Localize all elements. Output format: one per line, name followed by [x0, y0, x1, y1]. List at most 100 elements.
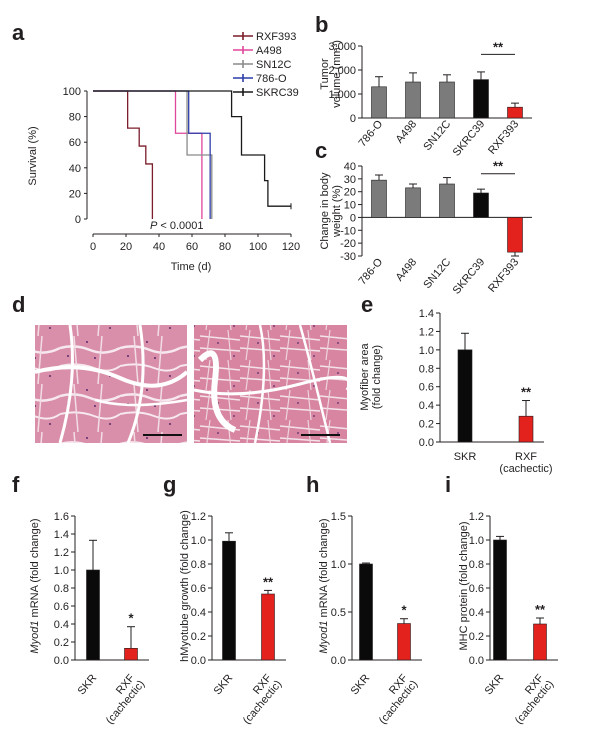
panel-d-label: d: [12, 292, 25, 317]
panel-g-ylabel: hMyotube growth (fold change): [179, 510, 191, 662]
pvalue-p: P: [150, 220, 158, 232]
legend-label-786o: 786-O: [256, 73, 287, 85]
bar-e-0: [457, 349, 473, 443]
legend-item-skrc39: SKRC39: [233, 87, 299, 99]
bar-b-2: [439, 81, 455, 119]
panel-f-ylabel: Myod1 mRNA (fold change): [29, 518, 41, 653]
panel-c-ytick-label: 30: [344, 174, 356, 186]
micrograph-skr-gap-1: [34, 365, 189, 388]
panel-i-ytick-label: 0.2: [469, 631, 484, 643]
bar-i-1: [533, 623, 547, 661]
bar-c-2: [439, 183, 455, 218]
bar-g-0: [222, 540, 236, 661]
panel-h-sig-label: *: [401, 603, 407, 618]
panel-e-category-cachectic: (cachectic): [499, 463, 552, 475]
panel-b-category-label: SKRC39: [451, 118, 488, 158]
panel-c-category-label: A498: [394, 256, 420, 283]
panel-b-plot: 0 1,000 2,000 3,000 786-O A498 SN12CSKRC39RXF3…: [328, 39, 532, 159]
survival-curve-rxf393: [93, 90, 154, 219]
panel-h-ytick-label: 0.0: [331, 655, 346, 667]
legend-item-a498: A498: [233, 45, 282, 57]
panel-f-ytick-label: 0.0: [54, 655, 69, 667]
panel-a-pvalue: P < 0.0001: [150, 220, 204, 232]
micrograph-skr: [34, 324, 189, 444]
bar-h-1: [397, 623, 411, 661]
panel-b-ytick-label: 2,000: [328, 65, 356, 77]
panel-i-plot: 0.00.20.40.60.81.01.2**SKR RXF(cachectic): [469, 511, 558, 727]
panel-f-ytick-label: 0.2: [54, 637, 69, 649]
panel-f-plot: 0.00.20.40.60.81.01.21.41.6*SKR RXF(cache…: [54, 511, 149, 727]
panel-e-ytick-label: 0.8: [419, 363, 434, 375]
panel-f-ylabel-rest: mRNA (fold change): [29, 518, 41, 620]
panel-i-sig-label: **: [535, 602, 546, 617]
micrograph-rxf-gap-3: [253, 324, 266, 444]
panel-f-ytick-label: 1.0: [54, 565, 69, 577]
bar-c-0: [371, 179, 387, 218]
bar-b-4: [507, 106, 523, 119]
micrograph-rxf-gap-2: [193, 375, 351, 396]
micrograph-skr-gap-2: [58, 324, 74, 444]
panel-g-plot: 0.00.20.40.60.81.01.2**SKR RXF(cachectic): [191, 511, 286, 727]
bar-c-3: [473, 192, 489, 218]
panel-b-sig-label: **: [493, 39, 504, 54]
panel-c-ytick-label: -10: [340, 225, 356, 237]
bar-b-1: [405, 81, 421, 119]
panel-i-ytick-label: 0.8: [469, 559, 484, 571]
panel-a-xtick-label: 120: [282, 241, 300, 253]
panel-e-ylabel: Myofiber area(fold change): [359, 342, 383, 410]
panel-e-category-skr: SKR: [454, 451, 477, 463]
legend-item-rxf393: RXF393: [233, 31, 296, 43]
pvalue-rest: < 0.0001: [157, 220, 203, 232]
micrograph-rxf-gap-1: [197, 350, 237, 433]
panel-e-sig-label: **: [521, 385, 532, 400]
panel-c-ytick-label: 40: [344, 161, 356, 173]
panel-a-legend: RXF393 A498 SN12C 786-O SKRC39: [233, 31, 299, 99]
panel-a-ytick-label: 20: [69, 188, 81, 200]
bar-h-0: [359, 563, 373, 661]
panel-c-ytick-label: -30: [340, 251, 356, 263]
panel-e-ytick-label: 0.6: [419, 382, 434, 394]
panel-c-category-label: RXF393: [486, 256, 521, 295]
panel-i-label: i: [445, 472, 451, 497]
panel-c-category-label: SKRC39: [451, 256, 488, 296]
panel-g-ytick-label: 0.0: [191, 655, 206, 667]
bar-g-1: [261, 593, 275, 661]
micrograph-skr-gap-3: [126, 324, 145, 444]
panel-h-label: h: [306, 472, 319, 497]
panel-f-category-skr: SKR: [76, 672, 100, 697]
micrograph-skr-gap-4: [94, 398, 188, 407]
panel-f-ytick-label: 0.6: [54, 601, 69, 613]
bar-b-0: [371, 86, 387, 119]
panel-b-ytick-label: 1,000: [328, 89, 356, 101]
panel-i-ytick-label: 0.0: [469, 655, 484, 667]
legend-item-786o: 786-O: [233, 73, 287, 85]
panel-f-sig-label: *: [128, 611, 134, 626]
bar-c-1: [405, 187, 421, 218]
panel-f-ytick-label: 1.4: [54, 529, 69, 541]
panel-a-xtick-label: 20: [120, 241, 132, 253]
bar-f-0: [86, 569, 100, 661]
panel-c-ytick-label: 20: [344, 187, 356, 199]
panel-c-ytick-label: -20: [340, 238, 356, 250]
legend-item-sn12c: SN12C: [233, 59, 292, 71]
panel-e-ytick-label: 1.4: [419, 308, 434, 320]
panel-i-category-skr: SKR: [483, 672, 507, 697]
panel-g-ytick-label: 0.4: [191, 607, 206, 619]
panel-b-label: b: [315, 12, 328, 37]
panel-a-plot: 0 20 40 60 80 100 0 20 40 60 80 100 120: [63, 86, 301, 253]
panel-e-category-rxf: RXF: [515, 451, 537, 463]
panel-e-ytick-label: 0.0: [419, 437, 434, 449]
panel-a-xtick-label: 60: [186, 241, 198, 253]
panel-a-xtick-label: 100: [249, 241, 267, 253]
bar-f-1: [124, 647, 138, 661]
panel-a-label: a: [12, 20, 25, 45]
panel-e-ylabel-line1: Myofiber area: [359, 342, 371, 410]
panel-a-xtick-label: 0: [90, 241, 96, 253]
panel-b-ytick-label: 0: [350, 113, 356, 125]
panel-h-category-skr: SKR: [349, 672, 373, 697]
panel-e-ytick-label: 1.0: [419, 345, 434, 357]
panel-b-category-label: 786-O: [356, 118, 385, 149]
bar-b-3: [473, 79, 489, 119]
